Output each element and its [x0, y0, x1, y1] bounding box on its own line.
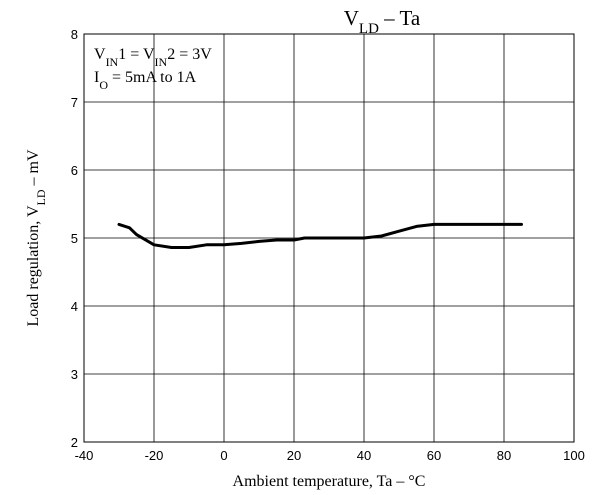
- chart-title: VLD – Ta: [344, 6, 421, 37]
- y-tick-label: 5: [71, 231, 78, 246]
- y-tick-label: 4: [71, 299, 78, 314]
- x-tick-label: 40: [357, 448, 371, 463]
- x-tick-labels: -40 -20 0 20 40 60 80 100: [75, 448, 585, 463]
- x-tick-label: 20: [287, 448, 301, 463]
- plot-frame: [83, 33, 575, 443]
- x-tick-label: 0: [220, 448, 227, 463]
- y-tick-label: 8: [71, 27, 78, 42]
- x-tick-label: -20: [145, 448, 164, 463]
- y-axis-label: Load regulation, VLD – mV: [25, 149, 48, 326]
- y-tick-label: 6: [71, 163, 78, 178]
- x-tick-label: 60: [427, 448, 441, 463]
- y-tick-label: 2: [71, 435, 78, 450]
- x-tick-label: 80: [497, 448, 511, 463]
- x-tick-label: -40: [75, 448, 94, 463]
- series-line: [117, 222, 523, 249]
- series-group: [117, 222, 523, 249]
- y-tick-labels: 2 3 4 5 6 7 8: [71, 27, 78, 450]
- y-tick-label: 7: [71, 95, 78, 110]
- condition-vin: VIN1 = VIN2 = 3V: [94, 46, 212, 69]
- y-tick-label: 3: [71, 367, 78, 382]
- x-tick-label: 100: [563, 448, 585, 463]
- condition-io: IO = 5mA to 1A: [94, 69, 197, 92]
- x-axis-label: Ambient temperature, Ta – °C: [233, 473, 426, 490]
